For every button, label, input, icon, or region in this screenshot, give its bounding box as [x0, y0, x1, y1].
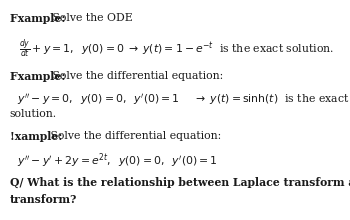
Text: solution.: solution.: [10, 109, 57, 119]
Text: F​xample:: F​xample:: [10, 13, 65, 24]
Text: $\frac{dy}{dt} + y = 1,\;\; y(0) = 0 \;\rightarrow\; y(t) = 1 - e^{-t}$  is the : $\frac{dy}{dt} + y = 1,\;\; y(0) = 0 \;\…: [19, 37, 335, 60]
Text: $y'' - y' + 2y = e^{2t},\;\; y(0) = 0,\;\; y'(0) = 1$: $y'' - y' + 2y = e^{2t},\;\; y(0) = 0,\;…: [18, 151, 218, 170]
Text: $y'' - y = 0,\;\; y(0) = 0,\;\; y'(0) = 1 \;\;\;\;\;\rightarrow\; y(t) = \sinh(t: $y'' - y = 0,\;\; y(0) = 0,\;\; y'(0) = …: [18, 92, 350, 107]
Text: Q/ What is the relationship between Laplace transform and Sumudu: Q/ What is the relationship between Lapl…: [10, 177, 350, 188]
Text: Solve the differential equation:: Solve the differential equation:: [49, 71, 223, 81]
Text: Solve the differential equation:: Solve the differential equation:: [47, 131, 221, 141]
Text: !​xample:: !​xample:: [10, 131, 62, 142]
Text: Solve the ODE: Solve the ODE: [49, 13, 132, 23]
Text: F​xample:: F​xample:: [10, 71, 65, 82]
Text: transform?: transform?: [10, 194, 77, 205]
